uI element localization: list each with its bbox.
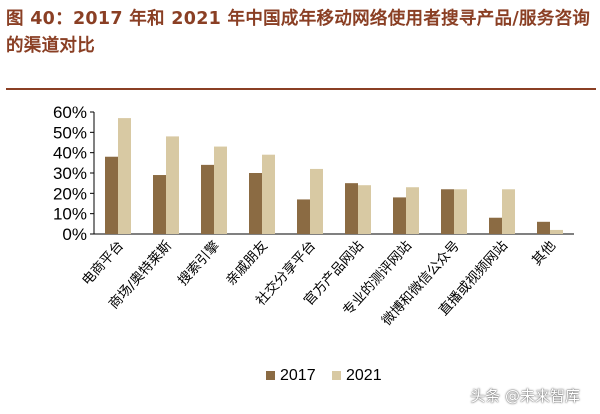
- bar-2021: [502, 189, 515, 234]
- legend-label: 2021: [346, 367, 382, 384]
- bar-2021: [310, 168, 323, 234]
- bar-2017: [249, 173, 262, 234]
- bar-2017: [201, 164, 214, 234]
- bar-2021: [262, 154, 275, 234]
- y-tick-label: 40%: [53, 144, 87, 163]
- title-divider: [6, 88, 596, 90]
- bar-2017: [105, 156, 118, 234]
- bar-2017: [153, 175, 166, 234]
- watermark: 头条 @未来智库: [470, 387, 580, 405]
- y-tick-label: 30%: [53, 164, 87, 183]
- legend-swatch-2017: [266, 371, 275, 380]
- bar-2021: [406, 187, 419, 234]
- legend: 2017 2021: [266, 367, 382, 384]
- y-tick-label: 10%: [53, 205, 87, 224]
- bar-2021: [118, 118, 131, 234]
- bar-2021: [214, 146, 227, 234]
- bar-2021: [166, 136, 179, 234]
- x-category-label: 电商平台: [79, 238, 127, 289]
- bar-2021: [550, 229, 563, 234]
- y-tick-label: 20%: [53, 184, 87, 203]
- y-tick-label: 50%: [53, 123, 87, 142]
- chart-title-block: 图 40：2017 年和 2021 年中国成年移动网络使用者搜寻产品/服务咨询的…: [6, 6, 596, 60]
- bar-2017: [345, 183, 358, 234]
- bar-2017: [489, 217, 502, 234]
- legend-label: 2017: [280, 367, 316, 384]
- legend-swatch-2021: [332, 371, 341, 380]
- x-category-label: 其他: [529, 238, 559, 269]
- bar-2017: [393, 197, 406, 234]
- bar-2017: [537, 221, 550, 234]
- bar-2017: [297, 199, 310, 234]
- chart-title: 图 40：2017 年和 2021 年中国成年移动网络使用者搜寻产品/服务咨询的…: [6, 9, 591, 56]
- x-category-label: 搜索引擎: [175, 238, 223, 289]
- y-tick-label: 60%: [53, 103, 87, 122]
- bar-2021: [454, 189, 467, 234]
- bar-2017: [441, 189, 454, 234]
- y-tick-label: 0%: [62, 225, 87, 244]
- x-category-label: 亲戚朋友: [223, 238, 271, 289]
- bar-2021: [358, 185, 371, 234]
- bars: [105, 118, 563, 234]
